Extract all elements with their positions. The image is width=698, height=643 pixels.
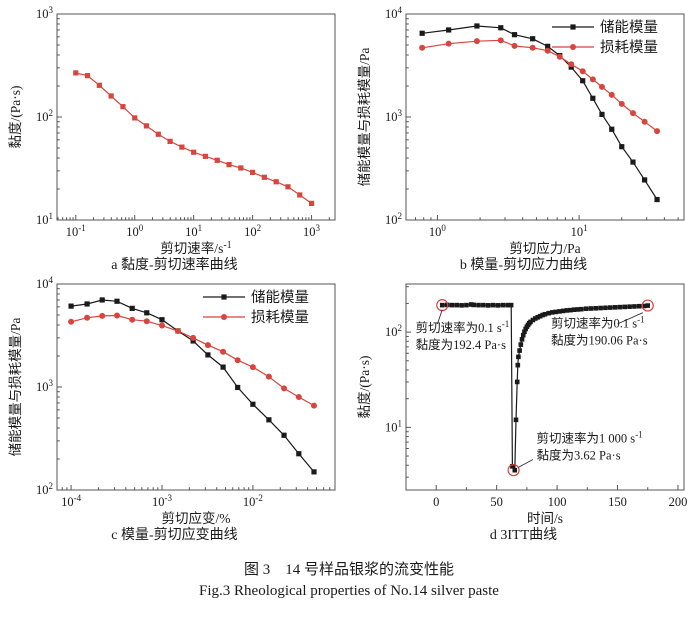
annotation-1: 剪切速率为0.1 s-1 黏度为190.06 Pa·s <box>551 312 648 347</box>
annotation-text: 黏度为192.4 Pa·s <box>416 337 506 352</box>
x-tick-label: 103 <box>303 223 321 239</box>
y-axis-label: 黏度/(Pa·s) <box>8 86 23 149</box>
x-tick-label: 101 <box>185 223 202 239</box>
y-tick-label: 102 <box>385 323 402 339</box>
y-tick-label: 101 <box>385 418 402 434</box>
legend-label: 储能模量 <box>251 289 309 306</box>
y-tick-label: 104 <box>36 276 54 291</box>
annotation-text: 剪切速率为1 000 s-1 <box>537 430 643 446</box>
subplot-c-caption: c 模量-剪切应变曲线 <box>111 528 238 543</box>
rheology-figure: 10-1 100 101 102 103 101 102 103 剪切速率/s-1 黏度/(Pa·… <box>0 6 698 602</box>
figure-caption-english: Fig.3 Rheological properties of No.14 si… <box>199 583 499 599</box>
subplot-a: 10-1 100 101 102 103 101 102 103 剪切速率/s-1 黏度/(Pa·… <box>7 6 342 276</box>
x-tick-label: 102 <box>244 223 261 239</box>
tick-labels: 10-1 100 101 102 103 101 102 103 剪切速率/s-1 黏度/(Pa·… <box>8 6 321 256</box>
highlight-circle <box>641 299 654 312</box>
y-axis-label: 储能模量与损耗模量/Pa <box>8 318 23 457</box>
x-tick-label: 101 <box>571 223 588 239</box>
axes <box>405 283 685 491</box>
tick-labels: 0 50 100 150 200 101 102 时间/s 黏度/(Pa·s) <box>357 323 687 526</box>
y-tick-label: 102 <box>36 108 53 124</box>
x-tick-label: 10-2 <box>243 493 263 509</box>
tick-labels: 100 101 102 103 104 剪切应力/Pa 储能模量与损耗模量/Pa <box>357 6 588 256</box>
axes <box>56 13 336 221</box>
x-tick-label: 200 <box>669 495 688 509</box>
x-tick-label: 150 <box>608 495 627 509</box>
x-tick-label: 10-3 <box>152 493 172 509</box>
x-tick-label: 100 <box>126 223 144 239</box>
axes <box>405 13 685 221</box>
x-axis-label: 剪切应力/Pa <box>509 240 580 256</box>
x-axis-label: 剪切应变/% <box>162 510 231 526</box>
x-tick-label: 100 <box>548 495 567 509</box>
annotation-text: 黏度为190.06 Pa·s <box>551 332 648 347</box>
chart-b-series-1 <box>419 37 661 135</box>
figure-caption-chinese: 图 3 14 号样品银浆的流变性能 <box>243 562 454 578</box>
x-axis-label: 时间/s <box>527 511 563 526</box>
tick-labels: 10-4 10-3 10-2 102 103 104 剪切应变/% 储能模量与损耗模量/Pa <box>8 276 263 526</box>
chart-d-series-0 <box>439 302 651 473</box>
y-tick-label: 103 <box>385 108 403 124</box>
highlight-circle <box>507 464 520 477</box>
annotation-text: 剪切速率为0.1 s-1 <box>551 314 645 330</box>
subplot-d: 0 50 100 150 200 101 102 时间/s 黏度/(Pa·s) 剪切速率为0.1 … <box>356 276 691 546</box>
annotation-0: 剪切速率为0.1 s-1 黏度为192.4 Pa·s <box>416 309 510 352</box>
chart-a-series-0 <box>73 70 315 206</box>
annotation-text: 剪切速率为0.1 s-1 <box>416 319 510 335</box>
x-tick-label: 10-1 <box>66 223 86 239</box>
subplot-grid: 10-1 100 101 102 103 101 102 103 剪切速率/s-1 黏度/(Pa·… <box>0 6 698 546</box>
y-axis-label: 黏度/(Pa·s) <box>357 356 372 419</box>
y-tick-label: 104 <box>385 6 403 21</box>
y-tick-label: 101 <box>36 211 53 227</box>
subplot-d-caption: d 3ITT曲线 <box>489 528 558 543</box>
x-tick-label: 100 <box>429 223 447 239</box>
annotation-text: 黏度为3.62 Pa·s <box>537 448 621 463</box>
subplot-a-caption: a 黏度-剪切速率曲线 <box>111 258 238 273</box>
y-tick-label: 102 <box>385 211 402 227</box>
x-axis-label: 剪切速率/s-1 <box>160 240 231 256</box>
x-tick-label: 50 <box>490 495 503 509</box>
y-axis-label: 储能模量与损耗模量/Pa <box>357 48 372 187</box>
chart-d-3itt-curve: 0 50 100 150 200 101 102 时间/s 黏度/(Pa·s) 剪切速率为0.1 … <box>357 283 687 526</box>
axes <box>56 283 336 491</box>
subplot-b-caption: b 模量-剪切应力曲线 <box>459 258 588 273</box>
chart-a-viscosity-vs-shear-rate: 10-1 100 101 102 103 101 102 103 剪切速率/s-1 黏度/(Pa·… <box>8 6 336 256</box>
y-tick-label: 103 <box>36 6 54 21</box>
x-tick-label: 10-4 <box>61 493 81 509</box>
legend-label: 储能模量 <box>600 19 658 36</box>
chart-b-modulus-vs-shear-stress: 100 101 102 103 104 剪切应力/Pa 储能模量与损耗模量/Pa 储能模量损耗… <box>357 6 685 256</box>
subplot-b: 100 101 102 103 104 剪切应力/Pa 储能模量与损耗模量/Pa 储能模量损耗… <box>356 6 691 276</box>
legend-label: 损耗模量 <box>600 39 658 56</box>
y-tick-label: 102 <box>36 481 53 497</box>
legend-label: 损耗模量 <box>251 309 309 326</box>
chart-c-modulus-vs-shear-strain: 10-4 10-3 10-2 102 103 104 剪切应变/% 储能模量与损耗模量/Pa 储… <box>8 276 336 526</box>
chart-c-series-1 <box>68 312 318 409</box>
subplot-c: 10-4 10-3 10-2 102 103 104 剪切应变/% 储能模量与损耗模量/Pa 储… <box>7 276 342 546</box>
annotation-2: 剪切速率为1 000 s-1 黏度为3.62 Pa·s <box>518 430 643 468</box>
figure-captions: 图 3 14 号样品银浆的流变性能 Fig.3 Rheological prop… <box>0 560 698 602</box>
y-tick-label: 103 <box>36 378 54 394</box>
x-tick-label: 0 <box>433 495 439 509</box>
